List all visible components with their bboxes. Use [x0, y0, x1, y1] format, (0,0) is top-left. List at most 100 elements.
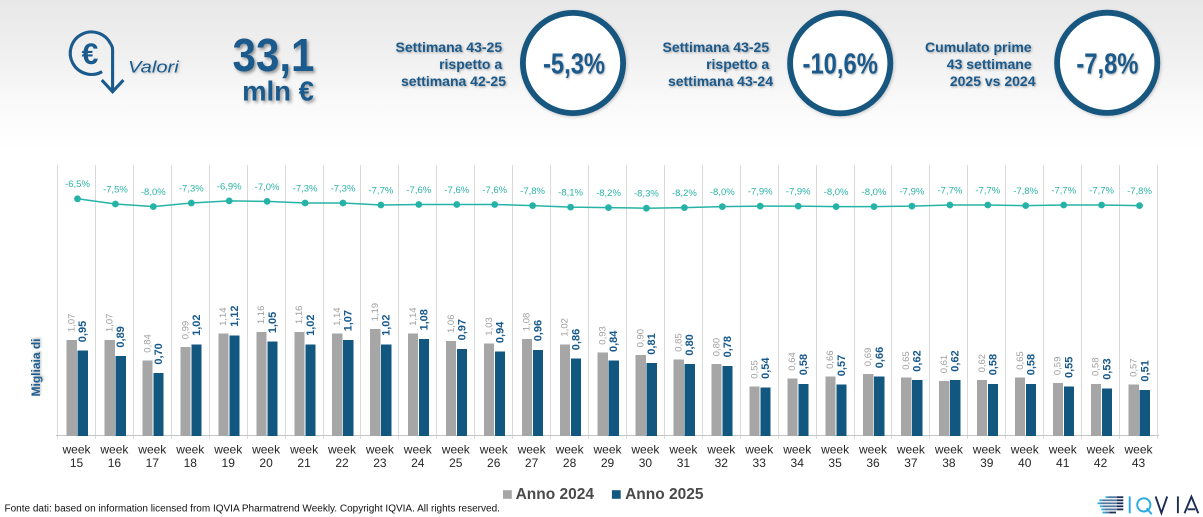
- svg-text:0,89: 0,89: [115, 326, 127, 347]
- svg-text:week: week: [972, 443, 1002, 457]
- svg-text:0,80: 0,80: [711, 338, 722, 357]
- svg-text:week: week: [668, 443, 698, 457]
- svg-text:0,55: 0,55: [749, 360, 760, 379]
- svg-text:-7,9%: -7,9%: [786, 187, 811, 198]
- svg-text:1,02: 1,02: [305, 314, 317, 335]
- svg-text:1,07: 1,07: [343, 310, 355, 331]
- svg-text:week: week: [289, 443, 319, 457]
- svg-text:-8,2%: -8,2%: [596, 188, 621, 199]
- svg-text:0,93: 0,93: [598, 326, 609, 345]
- svg-text:35: 35: [828, 456, 842, 470]
- svg-text:31: 31: [677, 456, 691, 470]
- svg-text:week: week: [479, 443, 509, 457]
- svg-text:-8,0%: -8,0%: [141, 187, 166, 198]
- svg-text:€: €: [82, 38, 99, 71]
- svg-text:0,58: 0,58: [988, 354, 1000, 375]
- svg-text:0,70: 0,70: [153, 343, 165, 364]
- svg-text:15: 15: [70, 456, 84, 470]
- svg-text:-7,7%: -7,7%: [975, 185, 1000, 196]
- svg-text:-7,6%: -7,6%: [444, 185, 469, 196]
- svg-text:week: week: [1048, 443, 1078, 457]
- svg-text:1,06: 1,06: [446, 315, 457, 334]
- svg-text:week: week: [1086, 443, 1116, 457]
- svg-text:0,90: 0,90: [636, 329, 647, 348]
- svg-text:0,94: 0,94: [495, 321, 507, 343]
- svg-text:17: 17: [146, 456, 160, 470]
- svg-text:0,66: 0,66: [825, 350, 836, 369]
- svg-text:Fonte dati: based on informati: Fonte dati: based on information license…: [5, 503, 500, 514]
- svg-text:week: week: [896, 443, 926, 457]
- svg-text:25: 25: [449, 456, 463, 470]
- svg-text:-7,7%: -7,7%: [937, 185, 962, 196]
- svg-text:0,65: 0,65: [1015, 351, 1026, 370]
- svg-text:0,64: 0,64: [787, 352, 798, 371]
- svg-text:0,84: 0,84: [142, 334, 153, 353]
- svg-text:Cumulato prime 43 settimane 20: Cumulato prime 43 settimane 2025 vs 2024: [925, 39, 1036, 89]
- svg-text:1,19: 1,19: [370, 303, 381, 322]
- svg-text:39: 39: [980, 456, 994, 470]
- svg-text:-8,2%: -8,2%: [672, 188, 697, 199]
- svg-text:1,07: 1,07: [67, 314, 78, 333]
- svg-text:-7,9%: -7,9%: [899, 187, 924, 198]
- svg-text:Migliaia di: Migliaia di: [29, 338, 43, 396]
- svg-text:29: 29: [601, 456, 615, 470]
- svg-text:0,58: 0,58: [798, 354, 810, 375]
- svg-text:week: week: [630, 443, 660, 457]
- svg-text:-8,0%: -8,0%: [824, 187, 849, 198]
- svg-text:week: week: [403, 443, 433, 457]
- svg-text:0,81: 0,81: [646, 333, 658, 354]
- svg-text:-7,6%: -7,6%: [406, 185, 431, 196]
- svg-text:-8,1%: -8,1%: [558, 188, 583, 199]
- svg-text:0,58: 0,58: [1026, 354, 1038, 375]
- svg-text:week: week: [782, 443, 812, 457]
- svg-text:week: week: [517, 443, 547, 457]
- svg-text:40: 40: [1018, 456, 1032, 470]
- svg-text:0,80: 0,80: [684, 334, 696, 355]
- svg-text:0,78: 0,78: [722, 336, 734, 357]
- svg-text:week: week: [61, 443, 91, 457]
- svg-text:1,16: 1,16: [256, 306, 267, 325]
- svg-text:1,08: 1,08: [522, 313, 533, 332]
- svg-text:1,07: 1,07: [104, 314, 115, 333]
- svg-text:week: week: [744, 443, 774, 457]
- svg-text:-6,5%: -6,5%: [65, 179, 90, 190]
- svg-text:Valori: Valori: [128, 57, 180, 76]
- svg-text:26: 26: [487, 456, 501, 470]
- svg-text:week: week: [365, 443, 395, 457]
- svg-text:-7,7%: -7,7%: [1089, 185, 1114, 196]
- svg-text:1,02: 1,02: [560, 318, 571, 337]
- svg-text:1,16: 1,16: [294, 306, 305, 325]
- svg-text:-8,0%: -8,0%: [862, 187, 887, 198]
- svg-text:1,05: 1,05: [267, 312, 279, 333]
- svg-text:19: 19: [222, 456, 236, 470]
- svg-text:week: week: [592, 443, 622, 457]
- svg-text:week: week: [213, 443, 243, 457]
- svg-text:24: 24: [411, 456, 425, 470]
- svg-text:1,12: 1,12: [229, 305, 241, 326]
- svg-text:37: 37: [904, 456, 918, 470]
- svg-text:41: 41: [1056, 456, 1070, 470]
- svg-text:week: week: [555, 443, 585, 457]
- svg-text:-7,8%: -7,8%: [1127, 186, 1152, 197]
- svg-text:-7,3%: -7,3%: [331, 183, 356, 194]
- svg-text:0,53: 0,53: [1101, 358, 1113, 379]
- svg-text:32: 32: [715, 456, 729, 470]
- svg-text:21: 21: [297, 456, 311, 470]
- svg-text:Settimana 43-25 rispetto a set: Settimana 43-25 rispetto a settimana 42-…: [396, 39, 507, 89]
- svg-text:20: 20: [259, 456, 273, 470]
- svg-text:-7,7%: -7,7%: [368, 185, 393, 196]
- svg-text:22: 22: [335, 456, 349, 470]
- svg-text:0,95: 0,95: [77, 321, 89, 342]
- svg-text:1,08: 1,08: [419, 309, 431, 330]
- svg-text:-7,5%: -7,5%: [103, 184, 128, 195]
- svg-text:1,14: 1,14: [332, 307, 343, 326]
- svg-text:0,65: 0,65: [901, 351, 912, 370]
- svg-text:Anno 2024: Anno 2024: [516, 486, 595, 503]
- svg-text:30: 30: [639, 456, 653, 470]
- svg-text:0,69: 0,69: [863, 348, 874, 367]
- svg-text:-7,3%: -7,3%: [179, 183, 204, 194]
- svg-text:1,02: 1,02: [191, 314, 203, 335]
- svg-text:0,62: 0,62: [912, 350, 924, 371]
- svg-text:0,61: 0,61: [939, 355, 950, 374]
- svg-text:-5,3%: -5,3%: [543, 47, 605, 80]
